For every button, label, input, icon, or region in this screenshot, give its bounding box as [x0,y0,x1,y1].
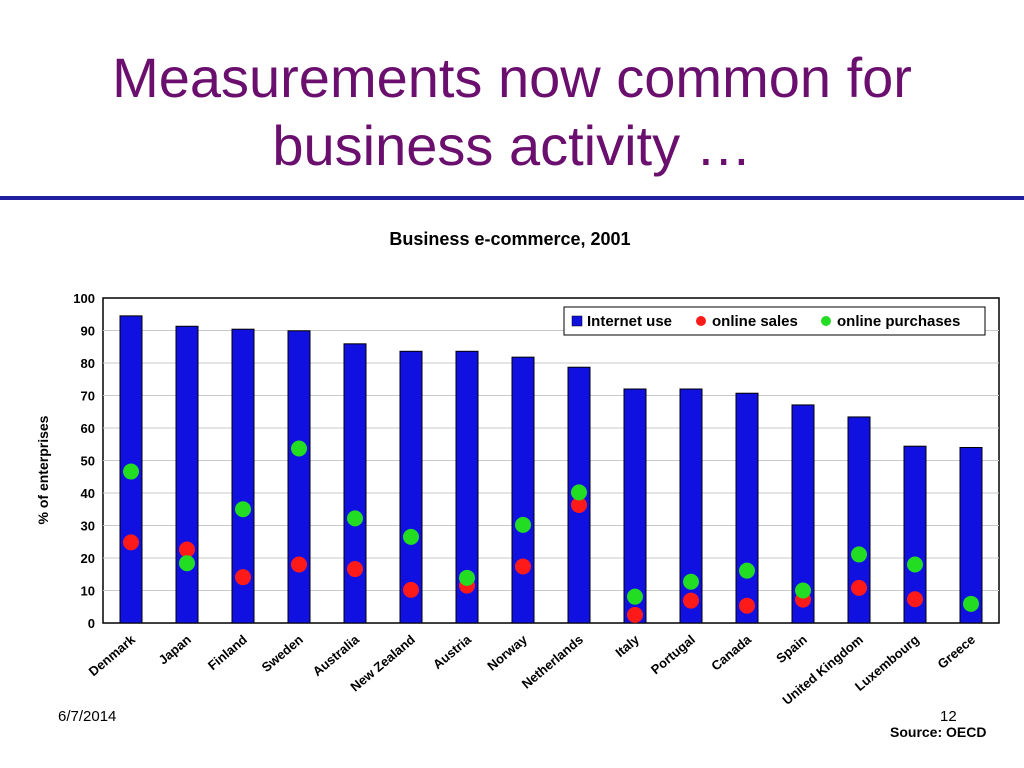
marker-online-sales-sweden [291,556,307,573]
y-tick-label: 0 [88,616,95,631]
marker-online-purchases-united-kingdom [851,546,867,563]
y-tick-label: 10 [81,584,95,599]
y-tick-label: 90 [81,324,95,339]
marker-online-purchases-japan [179,555,195,572]
title-divider [0,196,1024,200]
y-tick-label: 40 [81,486,95,501]
x-tick-label-spain: Spain [773,632,810,666]
slide-title-line-1: Measurements now common for [112,46,912,109]
marker-online-purchases-netherlands [571,484,587,501]
legend-label-online-purchases: online purchases [837,313,960,330]
marker-online-purchases-denmark [123,463,139,480]
legend: Internet use online sales online purchas… [563,306,986,336]
marker-online-purchases-australia [347,510,363,527]
marker-online-sales-portugal [683,592,699,609]
bar-spain [791,404,815,624]
bar-greece [959,447,983,624]
marker-online-purchases-finland [235,501,251,518]
marker-online-purchases-greece [963,595,979,612]
legend-box [563,306,986,336]
x-tick-label-canada: Canada [708,631,754,673]
y-tick-label: 20 [81,551,95,566]
legend-label-internet-use: Internet use [587,313,672,330]
x-tick-label-japan: Japan [156,632,194,668]
y-tick-label: 50 [81,454,95,469]
marker-online-purchases-norway [515,516,531,533]
bar-new-zealand [399,350,423,624]
chart-title: Business e-commerce, 2001 [389,229,630,249]
bar-japan [175,325,199,624]
marker-online-sales-japan [179,541,195,558]
x-tick-label-greece: Greece [935,632,978,672]
x-tick-label-portugal: Portugal [648,632,698,677]
marker-online-sales-luxembourg [907,591,923,608]
marker-online-sales-denmark [123,534,139,551]
bar-united-kingdom [847,416,871,624]
marker-online-purchases-spain [795,582,811,599]
bar-portugal [679,388,703,624]
bar-sweden [287,330,311,624]
marker-online-sales-australia [347,561,363,578]
marker-online-purchases-luxembourg [907,556,923,573]
x-tick-label-netherlands: Netherlands [519,632,586,692]
page-number: 12 [940,708,957,725]
x-tick-label-sweden: Sweden [259,632,306,675]
x-tick-label-australia: Australia [310,631,363,679]
y-tick-labels: 0 10 20 30 40 50 60 70 80 90 100 [73,291,95,631]
x-tick-label-denmark: Denmark [86,631,139,679]
slide-title-line-2: business activity … [272,114,752,177]
x-tick-label-finland: Finland [205,632,250,673]
legend-swatch-online-purchases [821,316,831,326]
marker-online-sales-new-zealand [403,581,419,598]
x-tick-label-italy: Italy [612,631,642,660]
bar-australia [343,343,367,624]
footer-date: 6/7/2014 [58,708,117,725]
marker-online-purchases-portugal [683,573,699,590]
y-tick-label: 70 [81,389,95,404]
legend-label-online-sales: online sales [712,313,798,330]
y-tick-label: 100 [73,291,95,306]
x-tick-label-norway: Norway [484,631,530,673]
bar-finland [231,328,255,624]
business-ecommerce-chart: Business e-commerce, 2001 0 10 20 30 40 50 60 7… [35,229,1000,708]
marker-online-purchases-sweden [291,440,307,457]
y-tick-label: 60 [81,421,95,436]
markers [123,440,979,623]
bar-austria [455,350,479,624]
source-note: Source: OECD [890,724,987,740]
y-tick-label: 80 [81,356,95,371]
marker-online-purchases-austria [459,569,475,586]
bar-luxembourg [903,445,927,624]
bar-canada [735,392,759,624]
y-tick-label: 30 [81,519,95,534]
marker-online-purchases-canada [739,562,755,579]
slide-title: Measurements now common for business act… [0,44,1024,180]
marker-online-sales-finland [235,569,251,586]
marker-online-sales-italy [627,606,643,623]
legend-swatch-internet-use [571,315,583,327]
marker-online-purchases-new-zealand [403,528,419,545]
marker-online-sales-netherlands [571,497,587,514]
bar-norway [511,356,535,624]
y-axis-label: % of enterprises [35,415,51,524]
x-tick-label-austria: Austria [430,631,475,672]
legend-swatch-online-sales [696,316,706,326]
marker-online-sales-united-kingdom [851,579,867,596]
marker-online-sales-norway [515,558,531,575]
marker-online-sales-canada [739,597,755,614]
marker-online-purchases-italy [627,588,643,605]
bar-italy [623,388,647,624]
